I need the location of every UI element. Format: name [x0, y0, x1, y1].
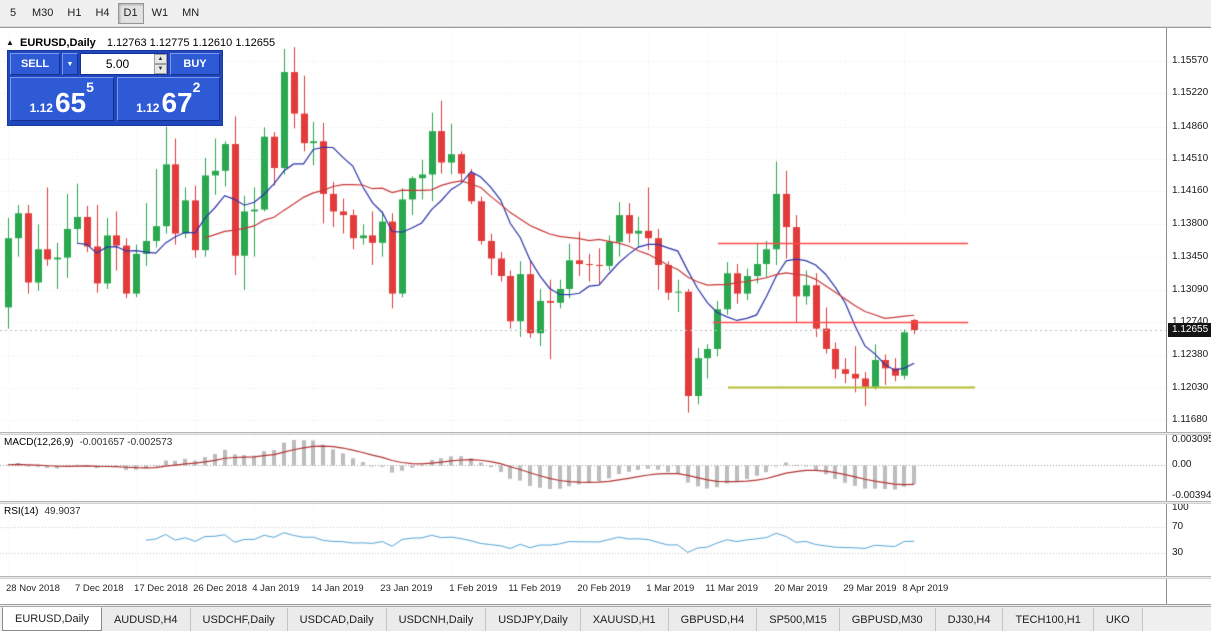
date-label: 1 Mar 2019 — [646, 583, 695, 594]
timeframe-button-h4[interactable]: H4 — [89, 3, 115, 24]
bid-price-button[interactable]: 1.12 65 5 — [10, 77, 114, 121]
price-tick-label: 1.11680 — [1172, 414, 1208, 425]
date-label: 29 Mar 2019 — [843, 583, 897, 594]
ask-price-button[interactable]: 1.12 67 2 — [116, 77, 220, 121]
price-tick-label: 1.14160 — [1172, 185, 1209, 197]
rsi-tick-label: 30 — [1172, 546, 1184, 558]
ask-price-big: 67 — [161, 87, 193, 118]
chart-tab-eurusd-daily[interactable]: EURUSD,Daily — [2, 607, 102, 631]
bid-price-sup: 5 — [86, 79, 94, 95]
timeframe-button-mn[interactable]: MN — [176, 3, 205, 24]
timeframe-button-h1[interactable]: H1 — [61, 3, 87, 24]
price-tick-label: 1.14510 — [1172, 152, 1209, 164]
volume-stepper: ▲ ▼ — [154, 54, 167, 74]
buy-button[interactable]: BUY — [170, 53, 220, 75]
chart-tab-usdchf-daily[interactable]: USDCHF,Daily — [190, 608, 288, 631]
one-click-collapse-icon[interactable]: ▲ — [6, 38, 14, 47]
panel-splitter[interactable] — [0, 501, 1211, 504]
date-label: 11 Feb 2019 — [508, 583, 561, 594]
volume-spin-up-button[interactable]: ▲ — [154, 54, 167, 64]
chart-title-ohlc: 1.12763 1.12775 1.12610 1.12655 — [106, 37, 276, 49]
chart-tab-uko[interactable]: UKO — [1093, 608, 1143, 631]
price-tick-label: 1.14860 — [1172, 120, 1209, 132]
current-price-tag: 1.12655 — [1168, 323, 1211, 338]
chart-tab-audusd-h4[interactable]: AUDUSD,H4 — [101, 608, 191, 631]
volume-box: ▲ ▼ — [80, 53, 168, 75]
timeframe-toolbar: 5 M30 H1 H4 D1 W1 MN — [0, 0, 1211, 27]
date-label: 7 Dec 2018 — [74, 583, 124, 594]
price-tick-label: 1.13090 — [1172, 283, 1209, 295]
chart-title-symbol: EURUSD,Daily — [20, 37, 96, 49]
price-tick-label: 1.13450 — [1172, 250, 1209, 262]
date-label: 17 Dec 2018 — [134, 583, 188, 594]
chart-tab-tech100-h1[interactable]: TECH100,H1 — [1003, 608, 1094, 631]
volume-input[interactable] — [81, 54, 154, 74]
bid-price-prefix: 1.12 — [29, 101, 53, 115]
ask-price-sup: 2 — [192, 79, 201, 95]
volume-dropdown-button[interactable]: ▼ — [62, 53, 78, 75]
panel-splitter[interactable] — [0, 576, 1211, 579]
chart-tabbar: EURUSD,Daily AUDUSD,H4 USDCHF,Daily USDCAD,… — [0, 606, 1211, 631]
macd-canvas[interactable] — [0, 435, 1166, 501]
chart-tab-dj30-h4[interactable]: DJ30,H4 — [935, 608, 1004, 631]
date-label: 14 Jan 2019 — [311, 583, 364, 594]
chart-tab-gbpusd-m30[interactable]: GBPUSD,M30 — [839, 608, 936, 631]
chart-tab-usdcad-daily[interactable]: USDCAD,Daily — [287, 608, 387, 631]
macd-tick-label: -0.003947 — [1172, 490, 1211, 501]
chart-tab-xauusd-h1[interactable]: XAUUSD,H1 — [580, 608, 669, 631]
price-tick-label: 1.15570 — [1172, 55, 1209, 66]
date-label: 4 Jan 2019 — [252, 583, 300, 594]
macd-tick-label: 0.00 — [1172, 458, 1192, 470]
price-tick-label: 1.12030 — [1172, 381, 1209, 393]
sell-button[interactable]: SELL — [10, 53, 60, 75]
rsi-label: RSI(14) 49.9037 — [4, 506, 81, 517]
chart-tab-usdcnh-daily[interactable]: USDCNH,Daily — [386, 608, 487, 631]
price-tick-label: 1.12740 — [1172, 316, 1209, 328]
date-label: 28 Nov 2018 — [6, 583, 60, 594]
timeframe-button-d1[interactable]: D1 — [117, 2, 144, 24]
price-tick-label: 1.15220 — [1172, 87, 1209, 99]
macd-name: MACD(12,26,9) — [4, 437, 74, 448]
rsi-tick-label: 70 — [1172, 521, 1184, 533]
chart-tab-sp500-m15[interactable]: SP500,M15 — [757, 608, 840, 631]
volume-spin-down-button[interactable]: ▼ — [154, 64, 167, 74]
rsi-tick-label: 100 — [1172, 502, 1189, 513]
price-axis[interactable]: 1.15570 1.15220 1.14860 1.14510 1.14160 1.138… — [1166, 28, 1211, 604]
panel-splitter[interactable] — [0, 432, 1211, 435]
macd-tick-label: 0.003095 — [1172, 434, 1211, 446]
date-label: 8 Apr 2019 — [902, 583, 949, 594]
chart-tab-usdjpy-daily[interactable]: USDJPY,Daily — [486, 608, 581, 631]
chart-tab-gbpusd-h4[interactable]: GBPUSD,H4 — [668, 608, 758, 631]
time-axis[interactable]: 28 Nov 2018 7 Dec 2018 17 Dec 2018 26 Dec 2… — [0, 579, 1166, 605]
rsi-value: 49.9037 — [44, 506, 81, 517]
ask-price-prefix: 1.12 — [136, 101, 160, 115]
macd-values: -0.001657 -0.002573 — [79, 437, 173, 448]
timeframe-button-w1[interactable]: W1 — [146, 3, 175, 24]
price-tick-label: 1.13800 — [1172, 218, 1209, 230]
price-tick-label: 1.12380 — [1172, 349, 1209, 361]
timeframe-button-m30[interactable]: M30 — [26, 3, 59, 24]
one-click-trading-panel: SELL ▼ ▲ ▼ BUY 1.12 65 5 1.12 67 2 — [7, 50, 223, 126]
rsi-canvas[interactable] — [0, 504, 1166, 576]
chart-window: 1.15570 1.15220 1.14860 1.14510 1.14160 1.138… — [0, 27, 1211, 605]
date-label: 1 Feb 2019 — [449, 583, 498, 594]
date-label: 23 Jan 2019 — [380, 583, 433, 594]
bid-price-big: 65 — [54, 87, 87, 118]
chart-title: EURUSD,Daily 1.12763 1.12775 1.12610 1.1… — [20, 37, 275, 49]
macd-label: MACD(12,26,9) -0.001657 -0.002573 — [4, 437, 172, 448]
rsi-name: RSI(14) — [4, 506, 39, 517]
timeframe-button-5[interactable]: 5 — [2, 3, 24, 24]
date-label: 11 Mar 2019 — [705, 583, 758, 594]
date-label: 26 Dec 2018 — [193, 583, 248, 594]
date-label: 20 Mar 2019 — [774, 583, 828, 594]
date-label: 20 Feb 2019 — [577, 583, 631, 594]
